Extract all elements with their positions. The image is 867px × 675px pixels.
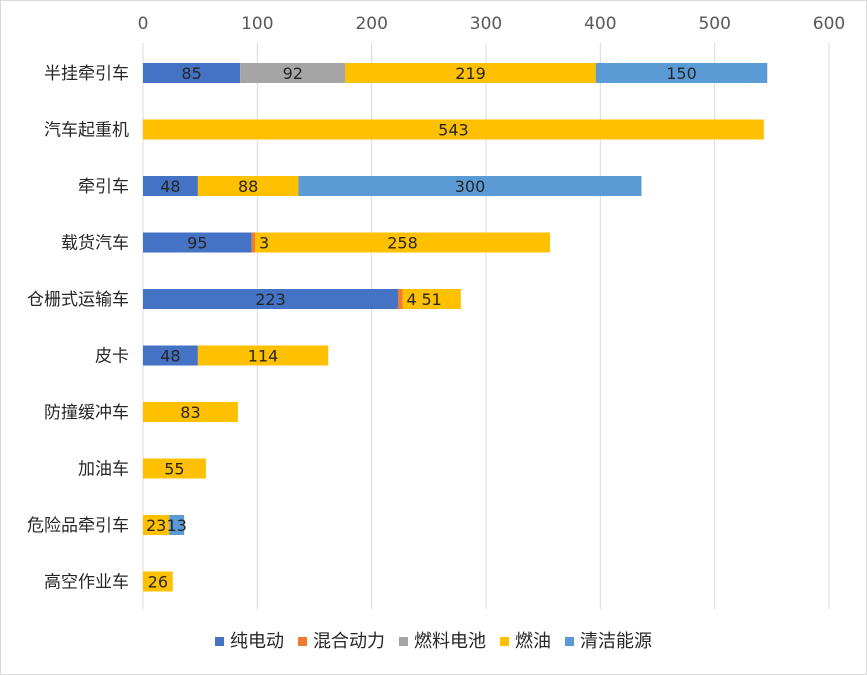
legend-label: 纯电动 <box>230 631 284 652</box>
legend-swatch <box>500 637 509 646</box>
data-label: 258 <box>387 234 418 253</box>
bar-segment <box>143 176 198 196</box>
data-label: 4 <box>407 290 417 309</box>
category-label: 载货汽车 <box>61 234 129 254</box>
data-label: 83 <box>180 403 200 422</box>
data-label: 23 <box>146 516 166 535</box>
data-label: 92 <box>283 64 303 83</box>
data-label: 3 <box>259 234 269 253</box>
legend: 纯电动 混合动力 燃料电池 燃油 清洁能源 <box>215 631 652 652</box>
bars <box>143 63 768 592</box>
category-label: 牵引车 <box>78 177 129 197</box>
data-label: 95 <box>187 234 207 253</box>
bar-segment <box>197 176 299 196</box>
x-tick-label: 300 <box>470 14 502 34</box>
data-label: 300 <box>455 177 486 196</box>
legend-swatch <box>565 637 574 646</box>
category-label: 防撞缓冲车 <box>44 403 129 423</box>
data-label: 48 <box>160 177 180 196</box>
category-label: 高空作业车 <box>44 573 129 593</box>
category-label: 半挂牵引车 <box>44 64 129 84</box>
legend-label: 混合动力 <box>313 631 385 652</box>
legend-label: 燃油 <box>515 631 551 652</box>
bar-segment <box>143 458 206 479</box>
bar-segment <box>345 63 596 83</box>
category-label: 汽车起重机 <box>44 121 129 141</box>
bar-segment <box>255 232 551 253</box>
legend-swatch <box>399 637 408 646</box>
data-label: 85 <box>181 64 201 83</box>
bar-segment <box>298 176 642 196</box>
bar-segment <box>169 515 185 535</box>
x-tick-label: 400 <box>584 14 616 34</box>
data-label: 219 <box>455 64 486 83</box>
bar-segment <box>251 232 256 253</box>
data-label: 51 <box>422 290 442 309</box>
x-tick-label: 200 <box>355 14 387 34</box>
category-label: 危险品牵引车 <box>27 516 129 536</box>
data-label: 543 <box>438 121 469 140</box>
data-label: 48 <box>160 347 180 366</box>
data-label: 26 <box>148 573 168 592</box>
category-labels: 半挂牵引车汽车起重机牵引车载货汽车仓栅式运输车皮卡防撞缓冲车加油车危险品牵引车高… <box>27 64 129 593</box>
x-tick-label: 600 <box>813 14 845 34</box>
legend-swatch <box>298 637 307 646</box>
category-label: 皮卡 <box>95 347 129 367</box>
x-axis-ticks: 0 100 200 300 400 500 600 <box>138 14 846 34</box>
data-label: 88 <box>238 177 258 196</box>
legend-label: 清洁能源 <box>580 631 652 652</box>
data-label: 223 <box>255 290 286 309</box>
bar-segment <box>402 289 461 309</box>
bar-segment <box>143 119 764 140</box>
bar-segment <box>143 515 170 535</box>
bar-segment <box>397 289 403 309</box>
legend-swatch <box>215 637 224 646</box>
bar-segment <box>143 402 238 422</box>
category-label: 仓栅式运输车 <box>27 290 129 310</box>
bar-segment <box>143 63 241 83</box>
data-label: 55 <box>164 460 184 479</box>
x-tick-label: 500 <box>698 14 730 34</box>
data-label: 114 <box>248 347 279 366</box>
category-label: 加油车 <box>78 460 129 480</box>
legend-label: 燃料电池 <box>414 631 486 652</box>
data-label: 150 <box>666 64 697 83</box>
data-label: 13 <box>167 516 187 535</box>
bar-segment <box>143 232 252 253</box>
bar-segment <box>197 345 329 366</box>
bar-segment <box>143 345 198 366</box>
bar-segment <box>143 289 398 309</box>
data-labels: 85 92 219 150 543 48 88 300 95 3 258 223 4 51 48 114 83 5… <box>146 64 697 592</box>
x-tick-label: 0 <box>138 14 149 34</box>
x-tick-label: 100 <box>241 14 273 34</box>
bar-segment <box>143 571 173 592</box>
bar-segment <box>240 63 346 83</box>
bar-segment <box>595 63 768 83</box>
